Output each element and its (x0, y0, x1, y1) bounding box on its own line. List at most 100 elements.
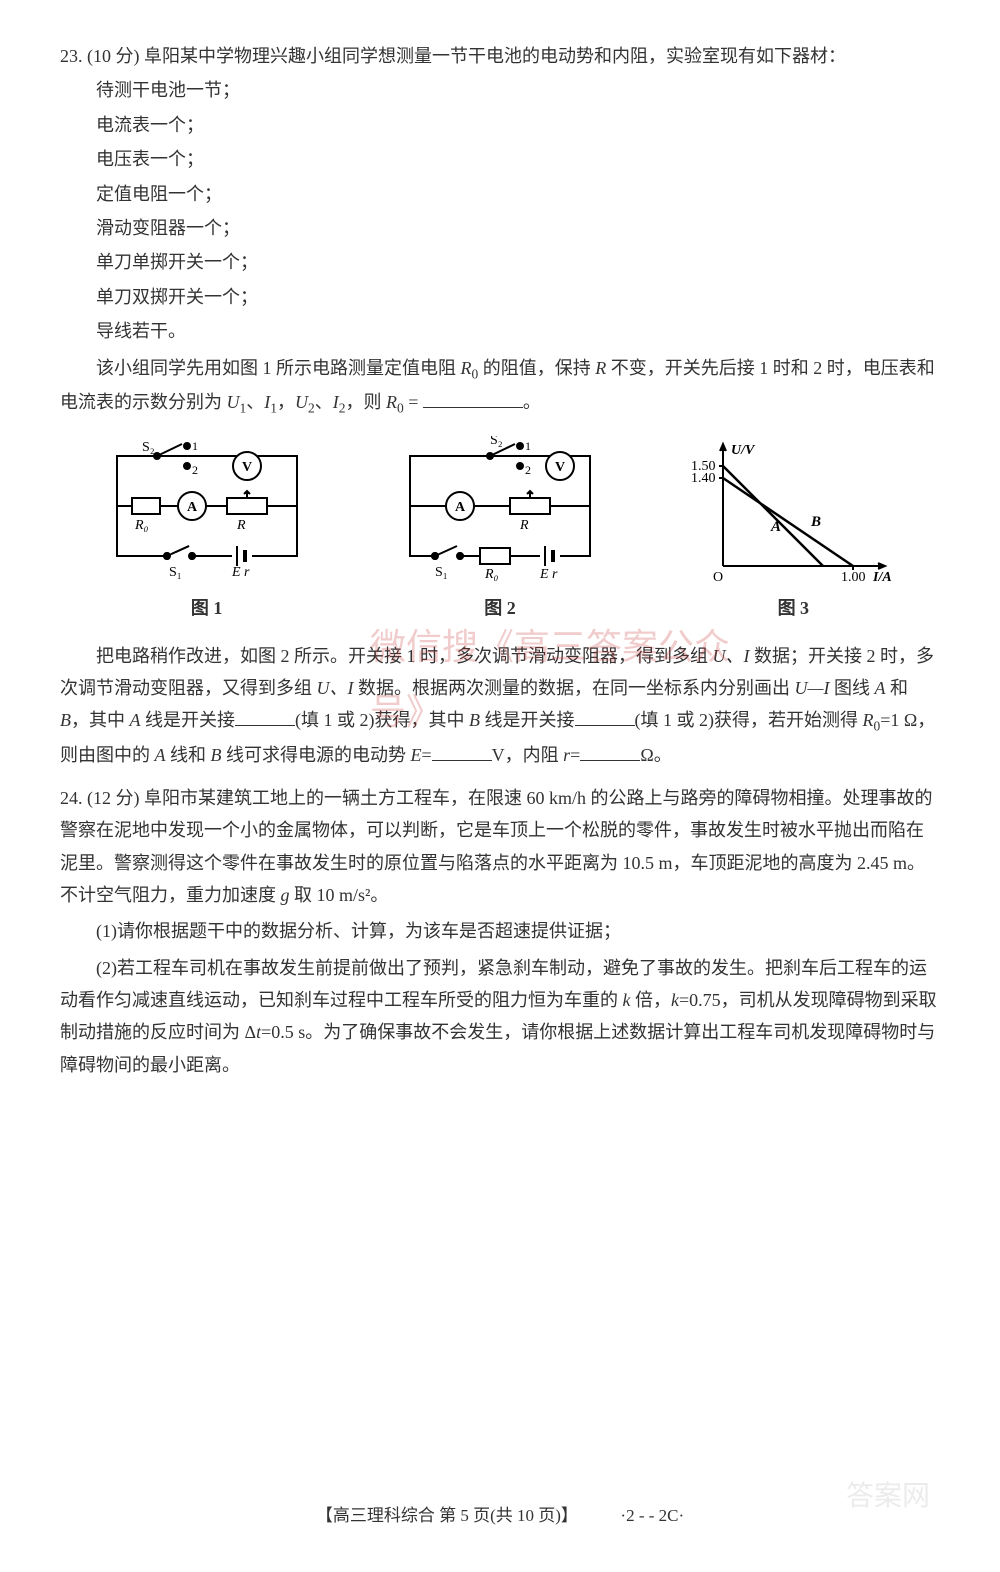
equip-item: 待测干电池一节； (96, 74, 940, 106)
q24-number: 24. (60, 788, 83, 808)
label-R: R (519, 518, 529, 533)
text-segment: 线是开关接 (480, 710, 575, 730)
tick-1.00: 1.00 (841, 570, 866, 585)
text-segment: = (404, 392, 423, 412)
blank-R0 (423, 387, 523, 409)
equip-item: 滑动变阻器一个； (96, 212, 940, 244)
var-R0: R (386, 392, 397, 412)
text-segment: = (570, 745, 580, 765)
label-S1: S₁ (169, 565, 182, 580)
footer-code: ·2 - - 2C· (620, 1506, 684, 1525)
label-B-line: B (810, 514, 821, 530)
text-segment: ，其中 (71, 710, 130, 730)
text-segment: 的阻值，保持 (478, 358, 595, 378)
sub-2: 2 (339, 401, 346, 416)
label-1: 1 (192, 439, 198, 453)
figure-2: S₂ 1 2 V A R S₁ R₀ E r 图 2 (390, 436, 610, 624)
q23-number: 23. (60, 46, 83, 66)
q24-points: (12 分) (87, 788, 140, 808)
var-E: E (411, 745, 422, 765)
var-k: k (671, 990, 679, 1010)
blank-r (580, 740, 640, 762)
question-24: 24. (12 分) 阜阳市某建筑工地上的一辆土方工程车，在限速 60 km/h… (60, 782, 940, 1082)
label-A: A (187, 500, 198, 515)
label-Er: E r (539, 567, 558, 582)
text-segment: 倍， (631, 990, 672, 1010)
text-segment: 取 10 m/s²。 (290, 885, 389, 905)
var-UI: U、I (317, 678, 354, 698)
equip-item: 电流表一个； (96, 109, 940, 141)
label-A-line: A (770, 519, 781, 535)
text-segment: 和 (886, 678, 909, 698)
var-B: B (211, 745, 222, 765)
text-segment: 线可求得电源的电动势 (222, 745, 411, 765)
figures-row: S₂ 1 2 V A R₀ R S₁ E r 图 1 (60, 436, 940, 624)
var-B: B (469, 710, 480, 730)
text-segment: V，内阻 (492, 745, 564, 765)
label-2: 2 (192, 463, 198, 477)
text-segment: (填 1 或 2)获得，其中 (295, 710, 469, 730)
page-container: 23. (10 分) 阜阳某中学物理兴趣小组同学想测量一节干电池的电动势和内阻，… (60, 40, 940, 1532)
fig3-caption: 图 3 (683, 592, 903, 624)
equip-item: 电压表一个； (96, 143, 940, 175)
var-R0: R (461, 358, 472, 378)
var-R0: R (863, 710, 874, 730)
blank-A-switch (235, 705, 295, 727)
sub-1: 1 (240, 401, 247, 416)
equip-item: 单刀单掷开关一个； (96, 246, 940, 278)
tick-1.40: 1.40 (691, 471, 716, 486)
text-segment: 线和 (166, 745, 211, 765)
var-U2: U (295, 392, 308, 412)
label-O: O (713, 570, 723, 585)
var-k: k (623, 990, 631, 1010)
equip-item: 定值电阻一个； (96, 178, 940, 210)
label-R0: R₀ (134, 518, 149, 533)
footer-text: 【高三理科综合 第 5 页(共 10 页)】 (316, 1506, 578, 1525)
label-S2: S₂ (490, 436, 503, 448)
var-UI: U、I (713, 646, 750, 666)
var-B: B (60, 710, 71, 730)
label-V: V (242, 460, 252, 475)
circuit-1-svg: S₂ 1 2 V A R₀ R S₁ E r (97, 436, 317, 586)
q24-para1: 阜阳市某建筑工地上的一辆土方工程车，在限速 60 km/h 的公路上与路旁的障碍… (60, 788, 933, 905)
label-R0: R₀ (484, 567, 499, 582)
label-1: 1 (525, 439, 531, 453)
text-segment: 线是开关接 (141, 710, 236, 730)
var-UmI: U—I (795, 678, 830, 698)
figure-1: S₂ 1 2 V A R₀ R S₁ E r 图 1 (97, 436, 317, 624)
text-segment: (填 1 或 2)获得，若开始测得 (635, 710, 863, 730)
label-A: A (455, 500, 466, 515)
label-S2: S₂ (142, 440, 155, 455)
fig2-caption: 图 2 (390, 592, 610, 624)
fig1-caption: 图 1 (97, 592, 317, 624)
text-segment: Ω。 (640, 745, 671, 765)
corner-watermark: 答案网 (846, 1471, 930, 1521)
page-footer: 【高三理科综合 第 5 页(共 10 页)】 ·2 - - 2C· (60, 1501, 940, 1532)
blank-B-switch (575, 705, 635, 727)
q23-points: (10 分) (87, 46, 140, 66)
label-2: 2 (525, 463, 531, 477)
label-S1: S₁ (435, 565, 448, 580)
text-segment: 该小组同学先用如图 1 所示电路测量定值电阻 (96, 358, 461, 378)
label-V: V (555, 460, 565, 475)
text-segment: ，则 (346, 392, 387, 412)
text-segment: 图线 (830, 678, 875, 698)
q23-para1: 该小组同学先用如图 1 所示电路测量定值电阻 R0 的阻值，保持 R 不变，开关… (60, 352, 940, 422)
text-segment: 把电路稍作改进，如图 2 所示。开关接 1 时，多次调节滑动变阻器，得到多组 (96, 646, 713, 666)
q23-intro: 阜阳某中学物理兴趣小组同学想测量一节干电池的电动势和内阻，实验室现有如下器材： (144, 46, 846, 66)
q23-equipment-list: 待测干电池一节； 电流表一个； 电压表一个； 定值电阻一个； 滑动变阻器一个； … (60, 74, 940, 347)
var-U1: U (227, 392, 240, 412)
var-A: A (875, 678, 886, 698)
equip-item: 单刀双掷开关一个； (96, 281, 940, 313)
label-R: R (236, 518, 246, 533)
var-A: A (130, 710, 141, 730)
circuit-2-svg: S₂ 1 2 V A R S₁ R₀ E r (390, 436, 610, 586)
label-IA: I/A (872, 570, 892, 585)
question-23: 23. (10 分) 阜阳某中学物理兴趣小组同学想测量一节干电池的电动势和内阻，… (60, 40, 940, 421)
sub-0: 0 (397, 401, 404, 416)
sub-1: 1 (270, 401, 277, 416)
text-segment: 。 (523, 392, 541, 412)
var-g: g (281, 885, 290, 905)
q24-sub1: (1)请你根据题干中的数据分析、计算，为该车是否超速提供证据； (60, 915, 940, 947)
label-Er: E r (231, 565, 250, 580)
